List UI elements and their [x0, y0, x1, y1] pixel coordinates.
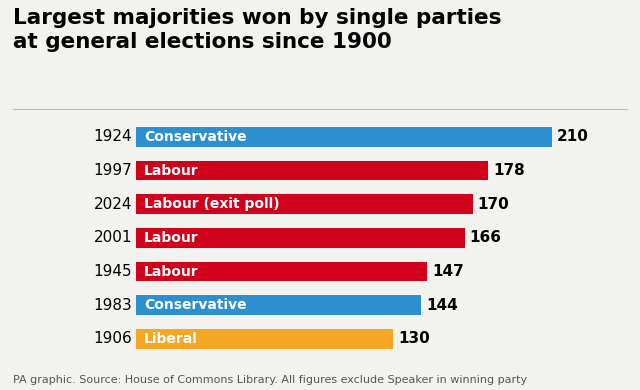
Text: 210: 210 — [557, 129, 589, 144]
Text: 166: 166 — [470, 230, 502, 245]
Text: Labour: Labour — [144, 231, 198, 245]
Text: Conservative: Conservative — [144, 130, 246, 144]
Bar — [136, 228, 465, 248]
Text: 1906: 1906 — [93, 332, 132, 346]
Text: 2001: 2001 — [93, 230, 132, 245]
Bar — [136, 127, 552, 147]
Text: 1945: 1945 — [93, 264, 132, 279]
Bar — [136, 329, 394, 349]
Text: 1983: 1983 — [93, 298, 132, 313]
Bar — [136, 262, 427, 281]
Text: 1997: 1997 — [93, 163, 132, 178]
Text: Liberal: Liberal — [144, 332, 198, 346]
Bar — [136, 296, 421, 315]
Text: 178: 178 — [493, 163, 525, 178]
Text: 130: 130 — [398, 332, 430, 346]
Text: 170: 170 — [477, 197, 509, 212]
Text: Conservative: Conservative — [144, 298, 246, 312]
Text: Labour: Labour — [144, 264, 198, 278]
Text: PA graphic. Source: House of Commons Library. All figures exclude Speaker in win: PA graphic. Source: House of Commons Lib… — [13, 375, 527, 385]
Text: Largest majorities won by single parties
at general elections since 1900: Largest majorities won by single parties… — [13, 8, 501, 52]
Bar — [136, 195, 472, 214]
Text: 1924: 1924 — [93, 129, 132, 144]
Text: 2024: 2024 — [93, 197, 132, 212]
Bar — [136, 161, 488, 180]
Text: Labour (exit poll): Labour (exit poll) — [144, 197, 280, 211]
Text: 144: 144 — [426, 298, 458, 313]
Text: Labour: Labour — [144, 163, 198, 177]
Text: 147: 147 — [432, 264, 464, 279]
